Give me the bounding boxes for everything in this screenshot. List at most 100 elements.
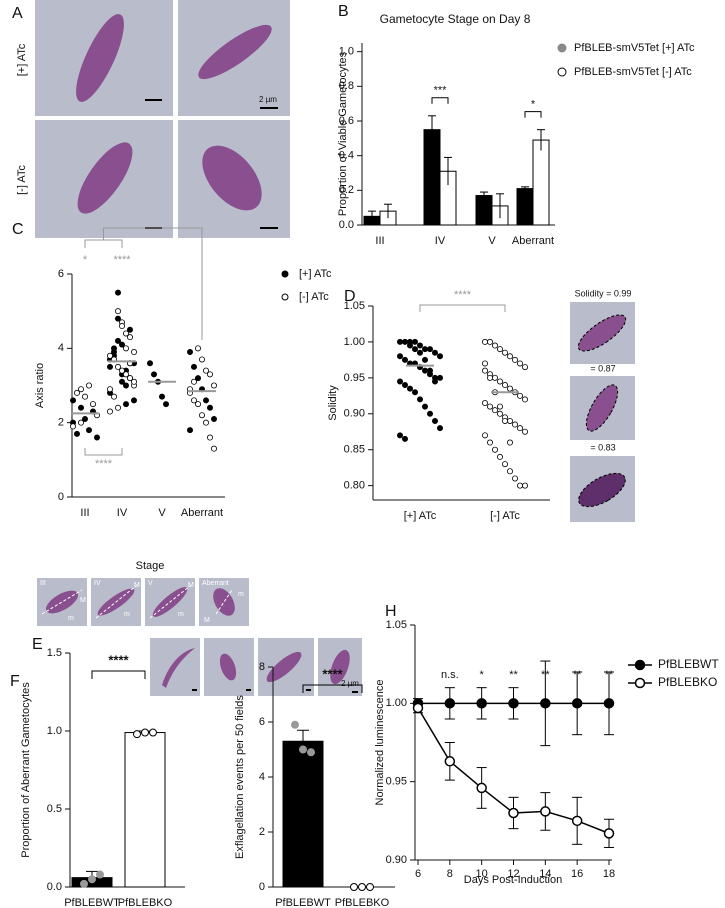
data-point	[491, 374, 498, 381]
data-point	[571, 698, 583, 709]
data-point	[416, 349, 423, 356]
replicate-point	[291, 720, 299, 729]
x-tick-label: [+] ATc	[404, 510, 437, 522]
data-point	[82, 415, 89, 422]
data-point	[86, 382, 93, 389]
data-point	[194, 401, 201, 408]
x-tick-label: PfBLEBWT	[275, 897, 331, 908]
data-point	[512, 356, 519, 363]
data-point	[396, 338, 403, 345]
data-point	[517, 482, 524, 489]
x-axis-label: Days Post-Induction	[464, 874, 562, 886]
panel-label: D	[344, 288, 356, 305]
data-point	[115, 315, 122, 322]
data-point	[426, 367, 433, 374]
scale-bar-label: 2 µm	[341, 679, 359, 688]
data-point	[206, 404, 213, 411]
legend-label: PfBLEBWT	[658, 657, 719, 671]
data-point	[70, 423, 77, 430]
y-tick-label: 6	[259, 716, 265, 728]
data-point	[496, 346, 503, 353]
data-point	[70, 397, 77, 404]
data-point	[426, 346, 433, 353]
data-point	[431, 417, 438, 424]
axis-guide	[95, 585, 137, 619]
data-point	[78, 404, 85, 411]
axis-mark: M	[134, 582, 140, 589]
data-point	[162, 401, 169, 408]
y-axis-label: Solidity	[327, 385, 339, 421]
data-point	[512, 475, 519, 482]
data-point	[119, 367, 126, 374]
data-point	[123, 345, 130, 352]
significance-label: ****	[108, 652, 129, 667]
cell	[198, 24, 272, 80]
x-tick-label: PfBLEBKO	[118, 897, 173, 908]
y-tick-label: 8	[259, 661, 265, 673]
data-point	[540, 698, 551, 709]
data-point	[540, 806, 551, 817]
data-point	[198, 412, 205, 419]
legend-marker	[281, 270, 289, 278]
bar	[516, 188, 534, 226]
data-point	[476, 698, 487, 709]
significance-label: ****	[113, 254, 131, 266]
y-tick-label: 1.0	[47, 725, 62, 737]
data-point	[74, 389, 81, 396]
data-point	[508, 698, 519, 709]
legend-label: PfBLEB-smV5Tet [+] ATc	[574, 42, 695, 54]
data-point	[186, 427, 193, 434]
cell	[45, 590, 79, 614]
cell	[585, 384, 619, 432]
data-point	[491, 446, 498, 453]
x-tick-label: 12	[507, 868, 519, 880]
y-axis-label: Normalized luminescence	[374, 680, 386, 806]
stage-image-label: III	[40, 580, 46, 587]
image-caption: Solidity = 0.99	[575, 288, 632, 298]
data-point	[406, 385, 413, 392]
y-tick-label: 6	[58, 268, 64, 280]
y-tick-label: 0.5	[47, 803, 62, 815]
data-point	[603, 828, 615, 839]
data-point	[90, 401, 97, 408]
significance-bracket	[84, 448, 123, 456]
significance-label: ***	[434, 85, 448, 97]
data-point	[202, 419, 209, 426]
data-point	[522, 482, 529, 489]
legend-marker	[557, 67, 567, 77]
x-tick-label: 6	[415, 868, 421, 880]
data-point	[115, 337, 122, 344]
significance-bracket	[419, 304, 506, 312]
y-tick-label: 4	[259, 771, 265, 783]
data-point	[123, 401, 130, 408]
legend-label: [+] ATc	[299, 268, 332, 280]
data-point	[150, 371, 157, 378]
y-axis-label: Exflagellation events per 50 fields	[234, 695, 246, 859]
data-point	[486, 374, 493, 381]
data-point	[506, 385, 513, 392]
data-point	[206, 371, 213, 378]
y-tick-label: 0.6	[339, 115, 354, 127]
cell	[76, 14, 124, 102]
x-tick-label: 10	[476, 868, 488, 880]
x-tick-label: 14	[539, 868, 551, 880]
axis-mark: m	[124, 611, 130, 618]
data-point	[517, 392, 524, 399]
y-tick-label: 1.0	[339, 46, 354, 58]
image-caption: = 0.87	[590, 363, 615, 373]
bar	[423, 129, 441, 226]
significance-label: *	[531, 99, 536, 111]
data-point	[123, 382, 130, 389]
data-point	[210, 415, 217, 422]
x-tick-label: IV	[117, 507, 128, 519]
x-tick-label: Aberrant	[181, 507, 223, 519]
data-point	[481, 367, 488, 374]
significance-bracket	[431, 97, 449, 104]
axis-mark: m	[68, 615, 74, 622]
data-point	[421, 346, 428, 353]
replicate-point	[299, 745, 307, 754]
significance-label: *	[480, 669, 485, 681]
data-point	[202, 397, 209, 404]
y-tick-label: 0.85	[344, 444, 365, 456]
data-point	[194, 375, 201, 382]
